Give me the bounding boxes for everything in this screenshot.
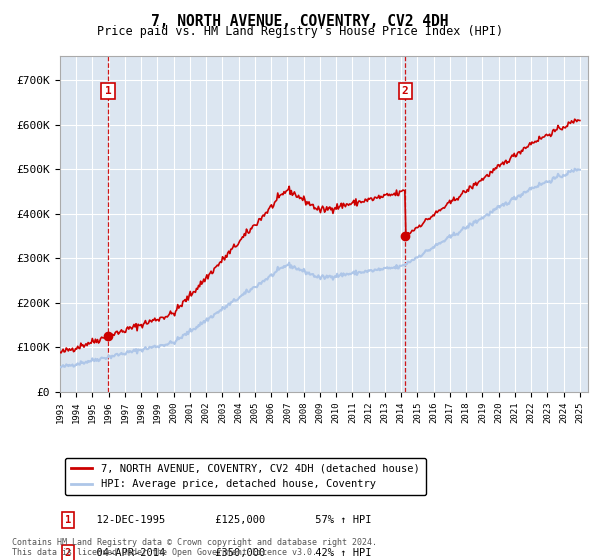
- Text: 12-DEC-1995        £125,000        57% ↑ HPI: 12-DEC-1995 £125,000 57% ↑ HPI: [84, 515, 371, 525]
- Text: Contains HM Land Registry data © Crown copyright and database right 2024.
This d: Contains HM Land Registry data © Crown c…: [12, 538, 377, 557]
- Text: 2: 2: [65, 548, 71, 558]
- Text: 7, NORTH AVENUE, COVENTRY, CV2 4DH: 7, NORTH AVENUE, COVENTRY, CV2 4DH: [151, 14, 449, 29]
- Legend: 7, NORTH AVENUE, COVENTRY, CV2 4DH (detached house), HPI: Average price, detache: 7, NORTH AVENUE, COVENTRY, CV2 4DH (deta…: [65, 458, 425, 496]
- Text: 1: 1: [65, 515, 71, 525]
- Text: 2: 2: [402, 86, 409, 96]
- Text: 1: 1: [104, 86, 112, 96]
- Text: 04-APR-2014        £350,000        42% ↑ HPI: 04-APR-2014 £350,000 42% ↑ HPI: [84, 548, 371, 558]
- Text: Price paid vs. HM Land Registry's House Price Index (HPI): Price paid vs. HM Land Registry's House …: [97, 25, 503, 38]
